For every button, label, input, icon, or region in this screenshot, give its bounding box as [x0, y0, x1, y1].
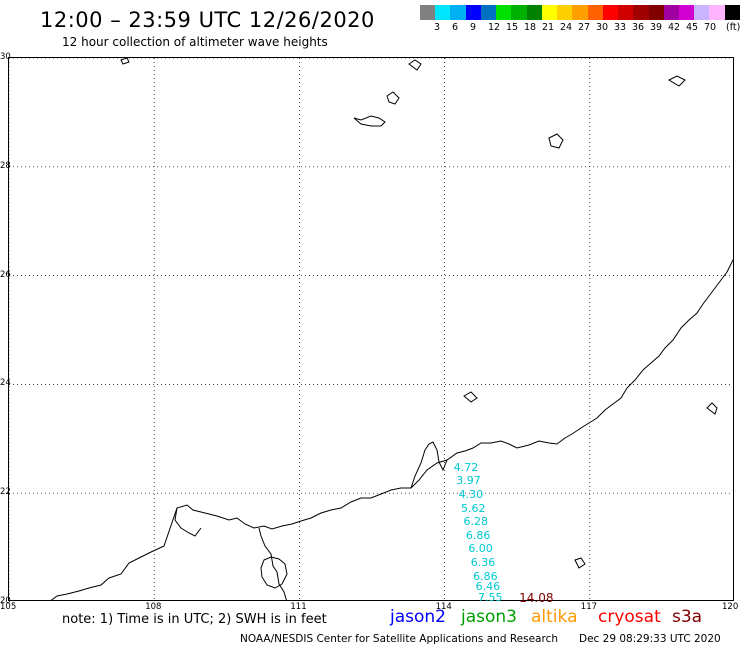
latitude-label: 30 — [0, 52, 11, 62]
wave-height-cryosat: 4.72 — [453, 460, 479, 474]
satellite-cryosat: cryosat — [598, 607, 661, 627]
legend-label: (ft) — [726, 22, 740, 33]
legend-swatch-2 — [450, 5, 466, 20]
wave-height-cryosat: 3.97 — [456, 474, 481, 488]
china-mainland-coast — [50, 258, 733, 600]
legend-label: 36 — [632, 22, 645, 33]
legend-swatch-18 — [694, 5, 710, 20]
wave-height-cryosat: 6.36 — [470, 555, 496, 569]
guangxi-coast — [174, 507, 202, 537]
wave-height-cryosat: 4.30 — [458, 487, 484, 501]
legend-swatch-8 — [541, 5, 558, 20]
legend-label: 45 — [686, 22, 699, 33]
wave-height-cryosat: 6.46 — [475, 580, 501, 594]
legend-label: 33 — [614, 22, 627, 33]
legend-label: 21 — [542, 22, 555, 33]
longitude-label: 111 — [290, 602, 307, 612]
legend-swatch-12 — [602, 5, 619, 20]
legend-swatch-14 — [633, 5, 649, 20]
island-5 — [667, 75, 686, 87]
longitude-label: 108 — [145, 602, 162, 612]
satellite-altika: altika — [531, 607, 578, 627]
wave-height-cryosat: 6.86 — [465, 528, 491, 542]
legend-swatch-10 — [572, 5, 588, 20]
satellite-jason3: jason3 — [461, 607, 517, 627]
longitude-label: 117 — [580, 602, 598, 612]
footer-note: note: 1) Time is in UTC; 2) SWH is in fe… — [62, 612, 327, 627]
legend-swatch-0 — [420, 5, 436, 20]
latitude-label: 20 — [0, 596, 11, 606]
island-6 — [463, 391, 478, 403]
island-1 — [353, 115, 386, 127]
leizhou-peninsula — [258, 527, 287, 600]
legend-label: 3 — [434, 22, 441, 33]
map-canvas — [9, 58, 733, 600]
legend-label: 27 — [578, 22, 591, 33]
island-3 — [408, 59, 422, 71]
legend-label: 12 — [488, 22, 501, 33]
credit-line: NOAA/NESDIS Center for Satellite Applica… — [240, 633, 558, 645]
hainan-island — [260, 556, 288, 589]
satellite-s3a: s3a — [672, 607, 703, 627]
island-8 — [120, 58, 130, 65]
legend-swatch-13 — [618, 5, 634, 20]
legend-swatch-17 — [678, 5, 695, 20]
legend-label: 30 — [596, 22, 609, 33]
coastline — [50, 58, 733, 600]
island-2 — [386, 91, 400, 105]
legend-swatch-5 — [496, 5, 512, 20]
wave-height-cryosat: 5.62 — [461, 501, 486, 515]
wave-height-cryosat: 6.00 — [468, 542, 493, 556]
legend-swatch-3 — [465, 5, 481, 20]
latitude-label: 24 — [0, 378, 11, 389]
legend-swatches — [420, 5, 740, 20]
wave-height-cryosat: 7.55 — [478, 591, 503, 605]
map-subtitle: 12 hour collection of altimeter wave hei… — [62, 35, 328, 49]
legend-swatch-4 — [480, 5, 497, 20]
longitude-label: 114 — [435, 602, 452, 612]
pearl-river-estuary — [410, 441, 448, 489]
legend-labels: 3 6 9 12 15 18 21 24 27 30 33 36 39 42 45 70 (ft) — [420, 20, 740, 34]
legend-swatch-7 — [526, 5, 542, 20]
wave-height-s3a: 14.08 — [519, 591, 554, 606]
latitude-label: 22 — [0, 487, 11, 498]
wave-height-cryosat: 6.28 — [463, 515, 488, 529]
legend-swatch-9 — [557, 5, 573, 20]
legend-swatch-1 — [435, 5, 451, 20]
legend-swatch-19 — [709, 5, 725, 20]
taiwan-fragment — [706, 402, 718, 415]
island-4 — [548, 133, 564, 149]
legend-swatch-15 — [648, 5, 664, 20]
legend-swatch-20 — [724, 5, 740, 20]
longitude-label: 120 — [722, 602, 739, 612]
generated-timestamp: Dec 29 08:29:33 UTC 2020 — [579, 633, 721, 645]
island-7 — [574, 557, 586, 569]
legend-label: 24 — [560, 22, 573, 33]
wave-height-legend: 3 6 9 12 15 18 21 24 27 30 33 36 39 42 45 70 (ft) — [420, 5, 740, 35]
legend-label: 39 — [650, 22, 663, 33]
legend-label: 15 — [506, 22, 519, 33]
legend-label: 42 — [668, 22, 681, 33]
longitude-label: 105 — [0, 602, 17, 612]
graticule-grid — [9, 58, 733, 600]
legend-label: 70 — [704, 22, 717, 33]
map-area — [8, 57, 734, 601]
legend-swatch-16 — [663, 5, 679, 20]
latitude-label: 28 — [0, 160, 11, 171]
legend-label: 6 — [452, 22, 459, 33]
legend-swatch-11 — [587, 5, 603, 20]
legend-swatch-6 — [511, 5, 527, 20]
legend-label: 18 — [524, 22, 537, 33]
legend-label: 9 — [470, 22, 477, 33]
satellite-jason2: jason2 — [390, 607, 446, 627]
latitude-label: 26 — [0, 269, 11, 280]
wave-height-cryosat: 6.86 — [473, 569, 498, 583]
map-title: 12:00 – 23:59 UTC 12/26/2020 — [40, 8, 375, 32]
